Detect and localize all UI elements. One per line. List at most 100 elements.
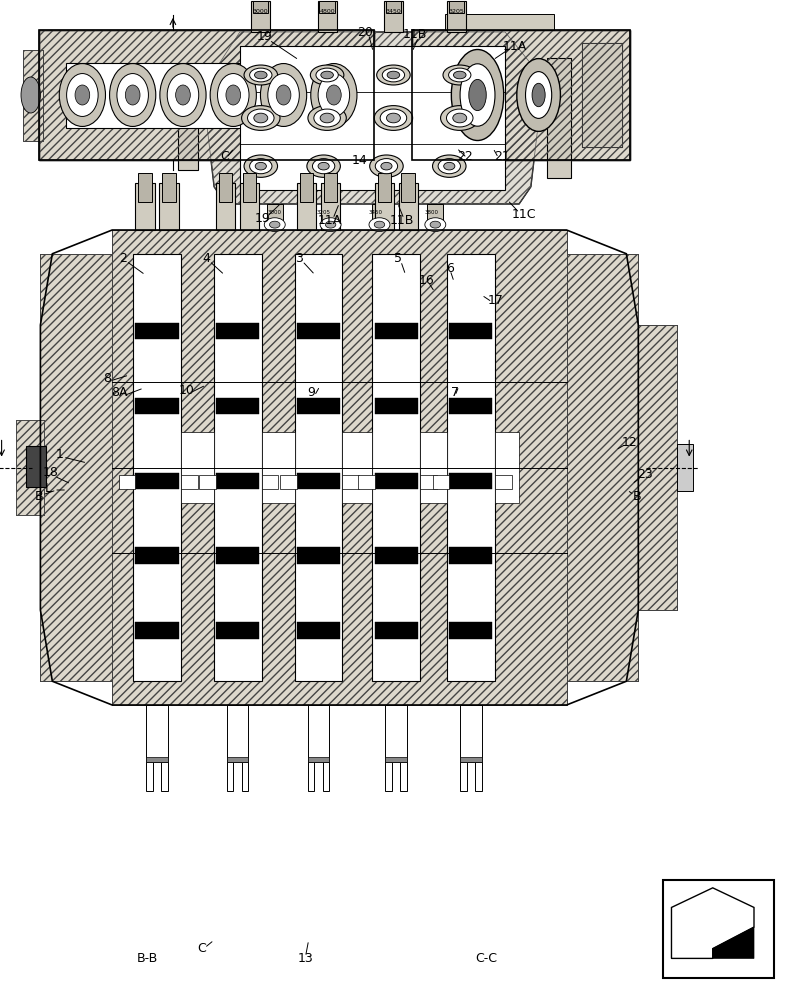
Bar	[322, 204, 339, 225]
Bar	[240, 46, 505, 190]
Text: 3000: 3000	[253, 9, 268, 14]
Text: 3205: 3205	[317, 210, 330, 215]
Text: 11C: 11C	[511, 208, 536, 221]
Ellipse shape	[167, 74, 199, 116]
Bar	[375, 622, 418, 639]
Bar	[39, 30, 374, 160]
Ellipse shape	[255, 162, 267, 170]
Bar	[297, 323, 340, 339]
Bar	[295, 254, 343, 681]
Bar	[262, 432, 295, 503]
Ellipse shape	[255, 71, 267, 79]
Ellipse shape	[443, 65, 477, 85]
Bar	[444, 14, 554, 30]
Text: 11B: 11B	[389, 214, 414, 227]
Bar	[240, 182, 259, 230]
Ellipse shape	[448, 68, 471, 82]
Bar	[460, 762, 466, 790]
Bar	[402, 173, 415, 202]
Bar	[384, 1, 403, 32]
Bar	[375, 182, 393, 230]
Bar	[583, 43, 621, 147]
Text: 3205: 3205	[448, 9, 464, 14]
Bar	[162, 173, 175, 202]
Bar	[136, 398, 179, 414]
Ellipse shape	[444, 162, 455, 170]
Bar	[267, 204, 283, 225]
Text: 23: 23	[637, 468, 653, 481]
Bar	[420, 475, 437, 489]
Ellipse shape	[381, 109, 406, 127]
Bar	[375, 323, 418, 339]
Bar	[412, 30, 630, 160]
Bar	[427, 204, 443, 225]
Bar	[449, 547, 492, 564]
Bar	[420, 432, 447, 503]
Ellipse shape	[310, 65, 344, 85]
Ellipse shape	[326, 85, 341, 105]
Ellipse shape	[430, 221, 440, 228]
Bar	[372, 204, 387, 225]
Bar	[638, 325, 677, 610]
Bar	[112, 230, 566, 705]
Bar	[375, 398, 418, 414]
Bar	[200, 475, 217, 489]
Bar	[40, 254, 112, 681]
Ellipse shape	[242, 106, 280, 130]
Bar	[385, 762, 392, 790]
Bar	[663, 880, 774, 978]
Bar	[448, 1, 464, 13]
Ellipse shape	[452, 113, 467, 123]
Bar	[16, 420, 44, 515]
Ellipse shape	[217, 74, 249, 116]
Bar	[146, 757, 168, 762]
Bar	[375, 473, 418, 489]
Bar	[297, 473, 340, 489]
Ellipse shape	[318, 74, 350, 116]
Text: 4: 4	[202, 251, 210, 264]
Ellipse shape	[525, 72, 552, 118]
Ellipse shape	[382, 68, 405, 82]
Bar	[138, 173, 152, 202]
Ellipse shape	[308, 106, 347, 130]
Bar	[385, 757, 407, 762]
Bar	[136, 182, 154, 230]
Bar	[214, 254, 262, 681]
Polygon shape	[206, 32, 547, 204]
Bar	[432, 475, 449, 489]
Bar	[547, 58, 571, 178]
Bar	[308, 762, 314, 790]
Ellipse shape	[175, 85, 191, 105]
Ellipse shape	[117, 74, 149, 116]
Polygon shape	[671, 927, 754, 958]
Ellipse shape	[125, 85, 140, 105]
Ellipse shape	[432, 155, 466, 177]
Bar	[217, 473, 259, 489]
Bar	[39, 30, 374, 160]
Text: C: C	[221, 149, 229, 162]
Bar	[26, 446, 46, 487]
Bar	[318, 1, 337, 32]
Ellipse shape	[313, 159, 335, 174]
Ellipse shape	[320, 113, 334, 123]
Bar	[460, 705, 482, 762]
Ellipse shape	[438, 159, 461, 174]
Ellipse shape	[260, 64, 307, 126]
Ellipse shape	[370, 155, 403, 177]
Ellipse shape	[276, 85, 291, 105]
Text: 10: 10	[179, 383, 195, 396]
Text: 19: 19	[255, 212, 271, 225]
Ellipse shape	[250, 159, 272, 174]
Text: 8A: 8A	[112, 386, 128, 399]
Bar	[566, 254, 638, 681]
Text: 22: 22	[457, 149, 473, 162]
Bar	[638, 325, 677, 610]
Bar	[181, 432, 214, 503]
Bar	[449, 473, 492, 489]
Ellipse shape	[452, 49, 503, 140]
Bar	[494, 475, 511, 489]
Bar	[16, 420, 44, 515]
Bar	[112, 230, 566, 705]
Ellipse shape	[110, 64, 156, 126]
Ellipse shape	[440, 106, 479, 130]
